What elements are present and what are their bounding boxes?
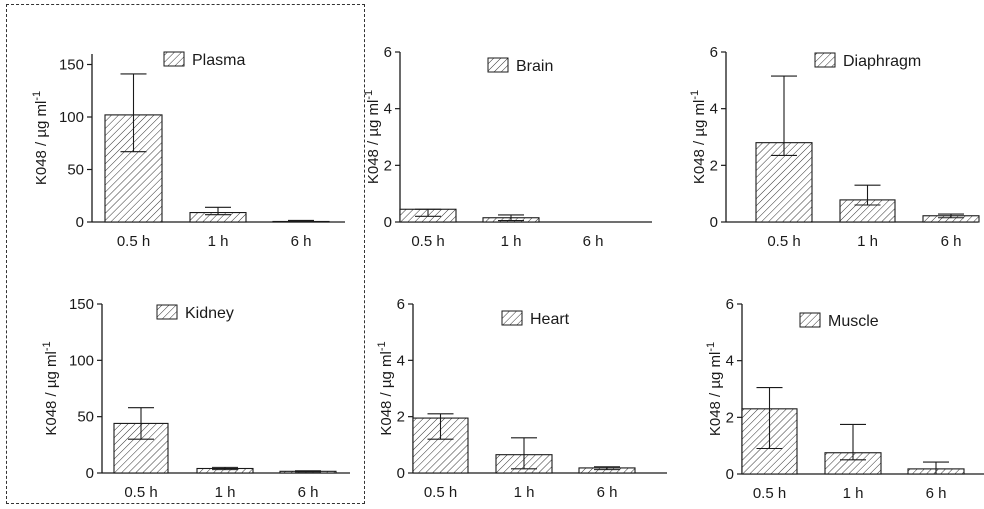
chart-2: 0 2 4 6 K048 / µg ml-1 0.5 h 1 h 6 h Brain [363,44,652,250]
y-axis-label: K048 / µg ml-1 [705,342,724,436]
x-tick-label: 6 h [291,233,312,250]
x-tick-label: 0.5 h [124,484,157,501]
legend-label: Heart [530,311,570,328]
x-tick-label: 1 h [501,233,522,250]
y-tick-label: 6 [726,296,734,313]
x-tick-label: 0.5 h [767,233,800,250]
x-tick-label: 6 h [583,233,604,250]
y-tick-label: 0 [86,465,94,482]
chart-4: 0 50 100 150 K048 / µg ml-1 0.5 h 1 h 6 h Kidney [41,296,350,501]
chart-5: 0 2 4 6 K048 / µg ml-1 0.5 h 1 h 6 h Heart [376,296,667,501]
x-tick-label: 1 h [843,485,864,502]
x-tick-label: 1 h [215,484,236,501]
y-tick-label: 0 [76,214,84,231]
highlight-box [6,4,365,504]
x-tick-label: 1 h [208,233,229,250]
y-tick-label: 0 [726,466,734,483]
chart-1: 0 50 100 150 K048 / µg ml-1 0.5 h 1 h 6 h Plasma [31,51,345,250]
y-tick-label: 6 [397,296,405,313]
y-tick-label: 4 [726,353,734,370]
legend-label: Diaphragm [843,53,921,70]
x-tick-label: 6 h [926,485,947,502]
legend-label: Plasma [192,52,245,69]
y-tick-label: 4 [384,101,392,118]
y-tick-label: 100 [69,352,94,369]
y-tick-label: 2 [710,157,718,174]
y-axis-label: K048 / µg ml-1 [376,341,395,435]
x-tick-label: 1 h [514,484,535,501]
x-tick-label: 6 h [941,233,962,250]
x-tick-label: 0.5 h [411,233,444,250]
legend-label: Muscle [828,313,879,330]
y-axis-label: K048 / µg ml-1 [689,90,708,184]
x-tick-label: 6 h [298,484,319,501]
x-tick-label: 0.5 h [753,485,786,502]
y-tick-label: 100 [59,109,84,126]
legend-label: Brain [516,58,553,75]
y-tick-label: 50 [67,162,84,179]
y-tick-label: 2 [384,157,392,174]
y-tick-label: 0 [710,214,718,231]
chart-3: 0 2 4 6 K048 / µg ml-1 0.5 h 1 h 6 h Diaphragm [689,44,980,250]
y-tick-label: 50 [77,409,94,426]
y-tick-label: 6 [710,44,718,61]
legend-swatch [501,310,523,326]
x-tick-label: 0.5 h [117,233,150,250]
legend-swatch [163,51,185,67]
legend-label: Kidney [185,305,234,322]
x-tick-label: 6 h [597,484,618,501]
y-tick-label: 6 [384,44,392,61]
y-tick-label: 4 [710,101,718,118]
y-axis-label: K048 / µg ml-1 [363,90,382,184]
y-tick-label: 4 [397,352,405,369]
legend-swatch [814,52,836,68]
y-tick-label: 0 [397,465,405,482]
y-tick-label: 2 [397,409,405,426]
y-tick-label: 150 [69,296,94,313]
x-tick-label: 1 h [857,233,878,250]
legend-swatch [799,312,821,328]
y-tick-label: 150 [59,57,84,74]
legend-swatch [156,304,178,320]
y-tick-label: 0 [384,214,392,231]
y-axis-label: K048 / µg ml-1 [41,341,60,435]
y-axis-label: K048 / µg ml-1 [31,91,50,185]
y-tick-label: 2 [726,409,734,426]
legend-swatch [487,57,509,73]
x-tick-label: 0.5 h [424,484,457,501]
chart-6: 0 2 4 6 K048 / µg ml-1 0.5 h 1 h 6 h Muscle [705,296,984,502]
